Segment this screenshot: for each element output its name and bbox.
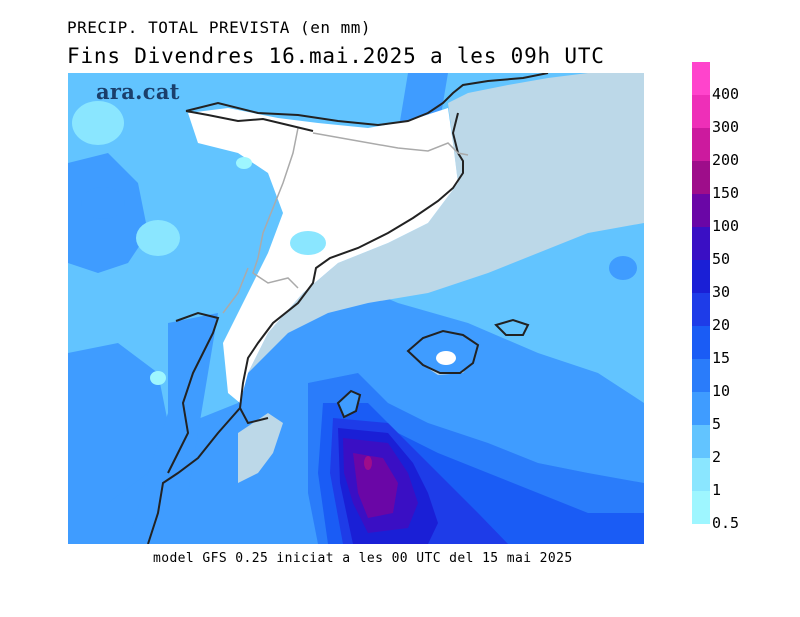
legend-label: 100 xyxy=(712,217,740,235)
island-menorca xyxy=(494,318,530,336)
map-canvas xyxy=(68,73,644,544)
precip-5mm-spot xyxy=(609,256,637,280)
chart-title: PRECIP. TOTAL PREVISTA (en mm) xyxy=(67,18,371,37)
legend-label: 10 xyxy=(712,382,731,400)
precip-1mm-spot xyxy=(72,101,124,145)
land-no-precip xyxy=(188,108,458,403)
island-ibiza xyxy=(336,389,362,419)
legend-label: 0.5 xyxy=(712,514,740,532)
coastline-west-island-left xyxy=(167,311,220,474)
valid-time-subtitle: Fins Divendres 16.mai.2025 a les 09h UTC xyxy=(67,44,605,68)
country-border xyxy=(185,110,314,132)
land-outside-region-coast xyxy=(238,413,283,483)
legend-swatch xyxy=(692,128,710,161)
legend-swatch xyxy=(692,260,710,293)
legend-swatch xyxy=(692,293,710,326)
land-outside-region xyxy=(248,73,644,373)
precip-0.5mm-spot xyxy=(150,371,166,385)
legend-label: 20 xyxy=(712,316,731,334)
legend-label: 15 xyxy=(712,349,731,367)
precip-1mm-spot xyxy=(290,231,326,255)
legend-swatch xyxy=(692,161,710,194)
precip-0.5mm-spot xyxy=(236,157,252,169)
legend-label: 2 xyxy=(712,448,722,466)
legend-label: 1 xyxy=(712,481,722,499)
legend-swatch xyxy=(692,227,710,260)
legend-label: 30 xyxy=(712,283,731,301)
legend-label: 400 xyxy=(712,85,740,103)
precip-150mm-spot xyxy=(364,456,372,470)
legend-swatch xyxy=(692,491,710,524)
legend-label: 50 xyxy=(712,250,731,268)
precip-5mm-southwest xyxy=(68,343,168,503)
precip-5mm-spot xyxy=(81,187,125,219)
legend-swatch xyxy=(692,62,710,95)
legend-swatch xyxy=(692,194,710,227)
legend-label: 200 xyxy=(712,151,740,169)
island-mallorca-white xyxy=(436,351,456,365)
border-line xyxy=(222,127,469,314)
legend-label: 300 xyxy=(712,118,740,136)
legend-swatch xyxy=(692,425,710,458)
legend-swatch xyxy=(692,458,710,491)
legend-swatch xyxy=(692,326,710,359)
precipitation-map: ara.cat xyxy=(68,73,644,544)
precip-1mm-spot xyxy=(136,220,180,256)
legend-label: 5 xyxy=(712,415,722,433)
legend-swatch xyxy=(692,95,710,128)
ara-logo: ara.cat xyxy=(96,79,180,104)
precip-100mm-area xyxy=(353,453,398,518)
precip-5mm-coastal-band xyxy=(128,313,218,544)
legend-label: 150 xyxy=(712,184,740,202)
model-run-footer: model GFS 0.25 iniciat a les 00 UTC del … xyxy=(153,551,573,566)
legend-swatch xyxy=(692,359,710,392)
coastline-mainland xyxy=(147,73,549,544)
legend-swatch xyxy=(692,392,710,425)
